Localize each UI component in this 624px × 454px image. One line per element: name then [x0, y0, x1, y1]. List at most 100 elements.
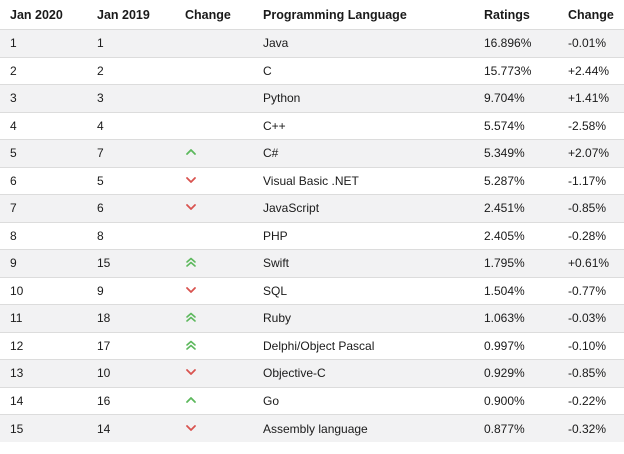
rank-2019-cell: 5 — [87, 166, 175, 195]
trend-cell — [175, 56, 253, 85]
language-cell: Python — [253, 84, 474, 112]
trend-cell — [175, 221, 253, 250]
double-chevron-up-icon — [185, 340, 197, 350]
rank-2020-cell: 10 — [0, 276, 87, 305]
rating-cell: 2.451% — [474, 194, 558, 222]
language-cell: Visual Basic .NET — [253, 166, 474, 195]
table-row: 10 9 SQL 1.504% -0.77% — [0, 276, 624, 305]
chevron-down-icon — [185, 202, 197, 212]
table-row: 3 3 Python 9.704% +1.41% — [0, 84, 624, 112]
header-ratings: Ratings — [474, 0, 558, 30]
chevron-down-icon — [185, 285, 197, 295]
rank-2020-cell: 11 — [0, 304, 87, 332]
table-row: 5 7 C# 5.349% +2.07% — [0, 139, 624, 167]
chevron-down-icon — [185, 175, 197, 185]
language-cell: JavaScript — [253, 194, 474, 222]
rating-cell: 1.063% — [474, 304, 558, 332]
rating-change-cell: -2.58% — [558, 111, 624, 140]
rank-2019-cell: 8 — [87, 221, 175, 250]
language-cell: Delphi/Object Pascal — [253, 331, 474, 360]
table-row: 13 10 Objective-C 0.929% -0.85% — [0, 359, 624, 387]
language-cell: Objective-C — [253, 359, 474, 387]
rank-2019-cell: 17 — [87, 331, 175, 360]
rating-change-cell: -0.03% — [558, 304, 624, 332]
table-row: 11 18 Ruby 1.063% -0.03% — [0, 304, 624, 332]
double-chevron-up-icon — [185, 312, 197, 323]
rank-2019-cell: 3 — [87, 84, 175, 112]
rating-cell: 5.574% — [474, 111, 558, 140]
rating-cell: 1.504% — [474, 276, 558, 305]
table-row: 1 1 Java 16.896% -0.01% — [0, 29, 624, 57]
language-cell: C# — [253, 139, 474, 167]
rank-2019-cell: 16 — [87, 386, 175, 415]
rating-cell: 0.877% — [474, 414, 558, 442]
rank-2019-cell: 7 — [87, 139, 175, 167]
table-header-row: Jan 2020 Jan 2019 Change Programming Lan… — [0, 0, 624, 30]
table-row: 8 8 PHP 2.405% -0.28% — [0, 221, 624, 250]
chevron-up-icon — [185, 147, 197, 157]
table-row: 6 5 Visual Basic .NET 5.287% -1.17% — [0, 166, 624, 195]
header-jan-2020: Jan 2020 — [0, 0, 87, 30]
rating-cell: 15.773% — [474, 56, 558, 85]
table-row: 14 16 Go 0.900% -0.22% — [0, 386, 624, 415]
rank-2019-cell: 10 — [87, 359, 175, 387]
double-chevron-up-icon — [185, 257, 197, 268]
rank-2020-cell: 12 — [0, 331, 87, 360]
rating-cell: 5.349% — [474, 139, 558, 167]
rating-change-cell: +2.07% — [558, 139, 624, 167]
rank-2020-cell: 5 — [0, 139, 87, 167]
rating-change-cell: -0.22% — [558, 386, 624, 415]
trend-cell — [175, 386, 253, 415]
rating-change-cell: -0.85% — [558, 359, 624, 387]
rating-cell: 0.900% — [474, 386, 558, 415]
rank-2020-cell: 8 — [0, 221, 87, 250]
language-cell: Ruby — [253, 304, 474, 332]
table-row: 12 17 Delphi/Object Pascal 0.997% -0.10% — [0, 331, 624, 360]
rank-2020-cell: 15 — [0, 414, 87, 442]
rank-2019-cell: 1 — [87, 29, 175, 57]
trend-cell — [175, 111, 253, 140]
trend-cell — [175, 166, 253, 195]
table-row: 15 14 Assembly language 0.877% -0.32% — [0, 414, 624, 442]
rating-cell: 1.795% — [474, 249, 558, 277]
rank-2020-cell: 13 — [0, 359, 87, 387]
chevron-down-icon — [185, 423, 197, 433]
rank-2020-cell: 9 — [0, 249, 87, 277]
table-row: 2 2 C 15.773% +2.44% — [0, 56, 624, 85]
rank-2020-cell: 4 — [0, 111, 87, 140]
language-cell: Swift — [253, 249, 474, 277]
chevron-down-icon — [185, 367, 197, 377]
trend-cell — [175, 84, 253, 112]
language-cell: Assembly language — [253, 414, 474, 442]
rank-2019-cell: 14 — [87, 414, 175, 442]
trend-cell — [175, 304, 253, 332]
language-cell: SQL — [253, 276, 474, 305]
header-programming-language: Programming Language — [253, 0, 474, 30]
rank-2020-cell: 2 — [0, 56, 87, 85]
rating-change-cell: -0.01% — [558, 29, 624, 57]
language-cell: Go — [253, 386, 474, 415]
rating-change-cell: +2.44% — [558, 56, 624, 85]
language-cell: C — [253, 56, 474, 85]
rank-2020-cell: 6 — [0, 166, 87, 195]
rating-change-cell: -0.85% — [558, 194, 624, 222]
rank-2019-cell: 6 — [87, 194, 175, 222]
rating-change-cell: +1.41% — [558, 84, 624, 112]
language-cell: PHP — [253, 221, 474, 250]
header-jan-2019: Jan 2019 — [87, 0, 175, 30]
table-row: 7 6 JavaScript 2.451% -0.85% — [0, 194, 624, 222]
trend-cell — [175, 414, 253, 442]
rating-change-cell: -0.77% — [558, 276, 624, 305]
rating-cell: 0.929% — [474, 359, 558, 387]
rank-2020-cell: 1 — [0, 29, 87, 57]
rating-cell: 9.704% — [474, 84, 558, 112]
table-body: 1 1 Java 16.896% -0.01% 2 2 C 15.773% +2.44% 3 3 Pyt… — [0, 29, 624, 442]
trend-cell — [175, 249, 253, 277]
rating-change-cell: -0.32% — [558, 414, 624, 442]
rank-2020-cell: 14 — [0, 386, 87, 415]
rating-cell: 5.287% — [474, 166, 558, 195]
rating-change-cell: -0.28% — [558, 221, 624, 250]
ranking-table: Jan 2020 Jan 2019 Change Programming Lan… — [0, 0, 624, 442]
chevron-up-icon — [185, 395, 197, 405]
rank-2020-cell: 7 — [0, 194, 87, 222]
